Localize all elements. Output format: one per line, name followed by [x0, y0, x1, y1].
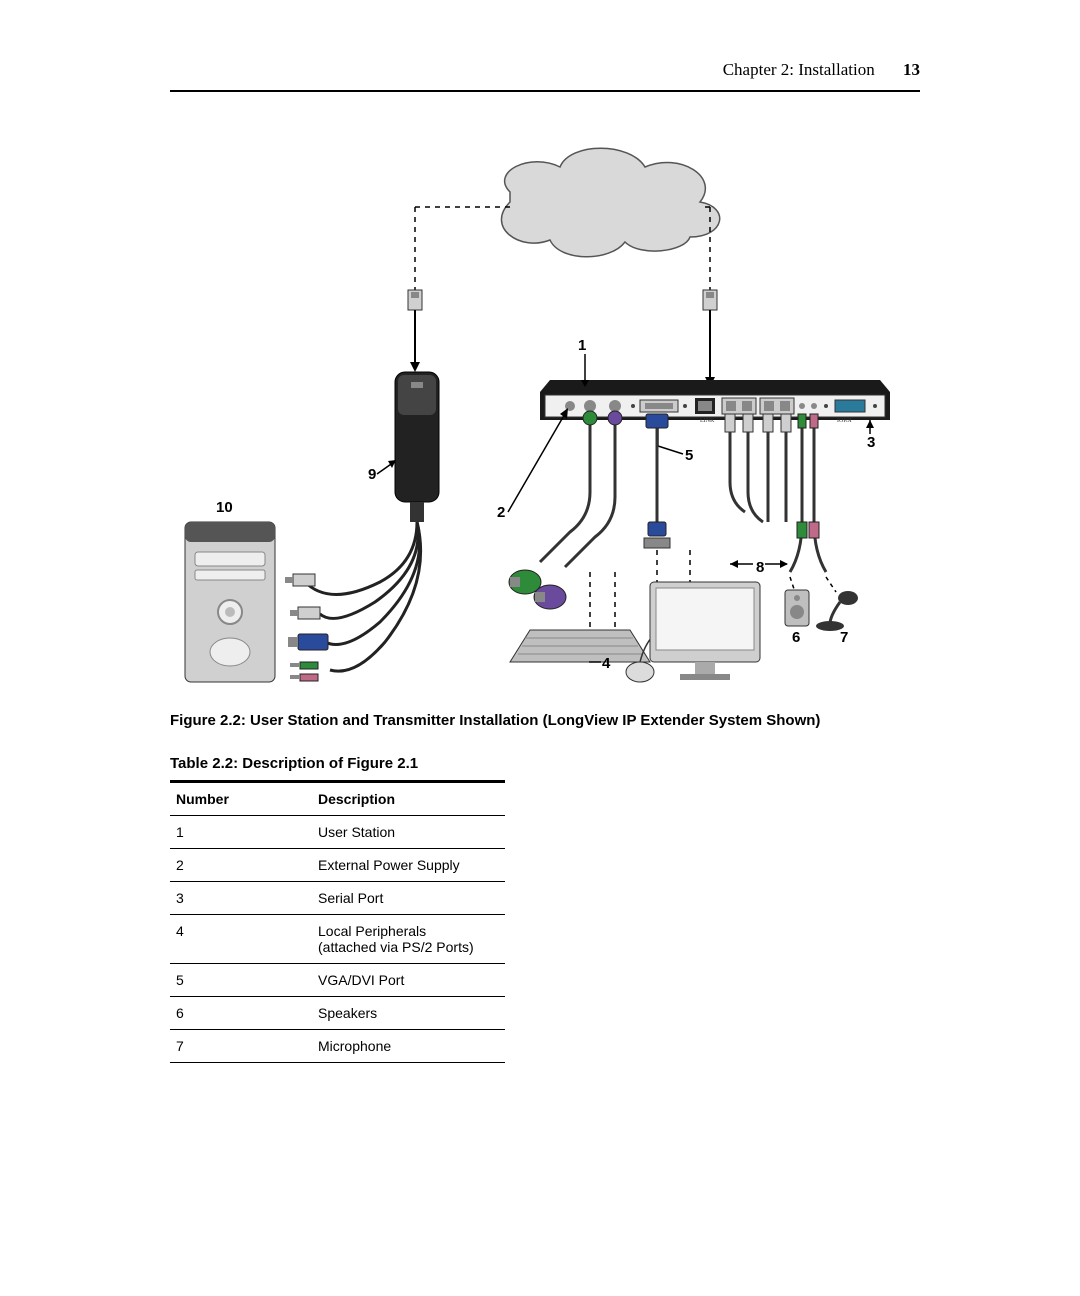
- table-cell: Local Peripherals(attached via PS/2 Port…: [312, 915, 505, 964]
- table-cell: External Power Supply: [312, 849, 505, 882]
- table-row: 5 VGA/DVI Port: [170, 964, 505, 997]
- installation-figure: LINK IOIOI 1 3: [170, 122, 920, 702]
- callout-10: 10: [216, 499, 233, 516]
- table-cell: User Station: [312, 816, 505, 849]
- table-header: Number: [170, 782, 312, 816]
- ps2-plug-icon: [534, 585, 566, 609]
- rj45-plug-icon: [408, 290, 422, 310]
- table-cell: 3: [170, 882, 312, 915]
- keyboard-icon: [510, 630, 650, 662]
- table-row: 2 External Power Supply: [170, 849, 505, 882]
- svg-text:LINK: LINK: [700, 418, 715, 424]
- description-table: Number Description 1 User Station 2 Exte…: [170, 780, 505, 1063]
- callout-1: 1: [578, 337, 586, 354]
- callout-3: 3: [867, 434, 875, 451]
- table-cell: 5: [170, 964, 312, 997]
- table-cell: 4: [170, 915, 312, 964]
- page-header: Chapter 2: Installation 13: [170, 60, 920, 92]
- table-cell: Microphone: [312, 1030, 505, 1063]
- table-row: 1 User Station: [170, 816, 505, 849]
- ps2-cable-icon: [540, 411, 597, 562]
- usb-cable-icon: [763, 414, 773, 522]
- callout-5: 5: [685, 447, 693, 464]
- chapter-label: Chapter 2: Installation: [723, 60, 875, 79]
- usb-cable-icon: [781, 414, 791, 522]
- usb-cable-icon: [743, 414, 763, 522]
- table-title: Table 2.2: Description of Figure 2.1: [170, 755, 920, 772]
- table-cell: 2: [170, 849, 312, 882]
- table-row: 7 Microphone: [170, 1030, 505, 1063]
- page-number: 13: [903, 60, 920, 79]
- table-cell: 6: [170, 997, 312, 1030]
- table-row: 4 Local Peripherals(attached via PS/2 Po…: [170, 915, 505, 964]
- speaker-icon: [785, 577, 809, 626]
- callout-4: 4: [602, 655, 611, 672]
- audio-cable-icon: [790, 414, 807, 572]
- table-cell: VGA/DVI Port: [312, 964, 505, 997]
- microphone-icon: [816, 577, 858, 631]
- callout-9: 9: [368, 466, 376, 483]
- usb-cable-icon: [725, 414, 745, 512]
- callout-7: 7: [840, 629, 848, 646]
- table-cell: 7: [170, 1030, 312, 1063]
- callout-2: 2: [497, 504, 505, 521]
- transmitter-icon: [285, 372, 439, 681]
- cloud-icon: [501, 148, 719, 257]
- svg-text:IOIOI: IOIOI: [837, 418, 852, 424]
- table-cell: 1: [170, 816, 312, 849]
- table-row: 3 Serial Port: [170, 882, 505, 915]
- table-cell: Speakers: [312, 997, 505, 1030]
- vga-cable-icon: [644, 414, 670, 548]
- table-row: 6 Speakers: [170, 997, 505, 1030]
- callout-8: 8: [756, 559, 764, 576]
- figure-caption: Figure 2.2: User Station and Transmitter…: [170, 712, 920, 729]
- pc-tower-icon: [185, 522, 275, 682]
- ps2-cable-icon: [565, 411, 622, 567]
- table-header: Description: [312, 782, 505, 816]
- audio-cable-icon: [809, 414, 826, 572]
- monitor-icon: [650, 550, 760, 680]
- table-cell: Serial Port: [312, 882, 505, 915]
- rj45-plug-icon: [703, 290, 717, 310]
- callout-6: 6: [792, 629, 800, 646]
